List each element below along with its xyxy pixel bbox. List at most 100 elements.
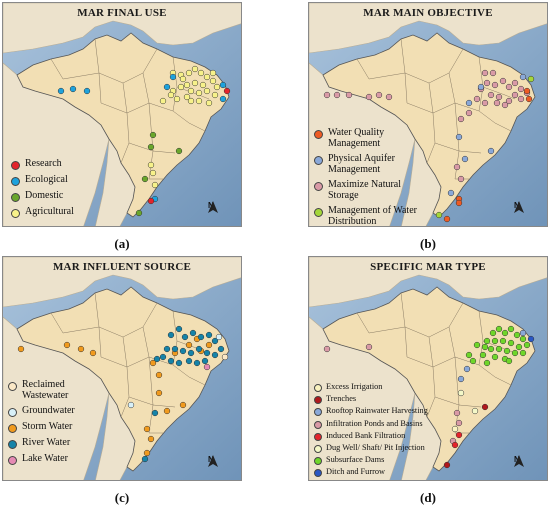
legend-swatch: [8, 440, 17, 449]
north-arrow-icon: N: [514, 455, 524, 467]
site-marker: [191, 65, 199, 73]
site-marker: [147, 435, 155, 443]
site-marker: [519, 329, 527, 337]
site-marker: [455, 133, 463, 141]
site-marker: [511, 79, 519, 87]
site-marker: [483, 337, 491, 345]
map-brazil: [309, 257, 547, 480]
site-marker: [505, 97, 513, 105]
legend-label: Rooftop Rainwater Harvesting: [326, 406, 428, 416]
legend: Reclaimed Wastewater Groundwater Storm Wat…: [8, 379, 83, 470]
site-marker: [455, 199, 463, 207]
site-marker: [523, 87, 531, 95]
legend: Excess Irrigation Trenches Rooftop Rainwat…: [314, 382, 454, 480]
caption-d: (d): [420, 490, 436, 505]
legend-item: Water Quality Management: [314, 127, 426, 149]
site-marker: [465, 351, 473, 359]
site-marker: [205, 341, 213, 349]
site-marker: [151, 409, 159, 417]
neighbor-land: [3, 257, 241, 308]
site-marker: [499, 337, 507, 345]
site-marker: [511, 91, 519, 99]
site-marker: [179, 401, 187, 409]
site-marker: [183, 81, 191, 89]
state-border: [494, 376, 512, 386]
legend-item: Lake Water: [8, 453, 83, 465]
state-border: [148, 404, 163, 434]
site-marker: [517, 85, 525, 93]
state-border: [454, 150, 469, 180]
site-marker: [487, 147, 495, 155]
legend-item: Research: [11, 158, 74, 170]
site-marker: [189, 329, 197, 337]
legend-swatch: [8, 408, 17, 417]
site-marker: [181, 333, 189, 341]
site-marker: [205, 99, 213, 107]
site-marker: [495, 325, 503, 333]
site-marker: [177, 83, 185, 91]
legend-swatch: [314, 156, 323, 165]
site-marker: [211, 337, 219, 345]
caption-c: (c): [114, 490, 130, 505]
legend-swatch: [11, 161, 20, 170]
site-marker: [435, 211, 443, 219]
legend-label: Management of Water Distribution: [328, 205, 417, 227]
site-marker: [481, 343, 489, 351]
site-marker: [209, 69, 217, 77]
site-marker: [167, 331, 175, 339]
site-marker: [523, 341, 531, 349]
site-marker: [179, 347, 187, 355]
north-arrow-icon: N: [514, 201, 524, 213]
legend-label: Research: [25, 158, 62, 169]
legend-swatch: [314, 420, 322, 429]
site-marker: [163, 345, 171, 353]
legend-item: River Water: [8, 437, 83, 449]
legend-swatch: [314, 130, 323, 139]
north-arrow-icon: N: [208, 201, 218, 213]
site-marker: [333, 91, 341, 99]
site-marker: [483, 359, 491, 367]
site-marker: [453, 409, 461, 417]
site-marker: [147, 161, 155, 169]
site-marker: [147, 197, 155, 205]
site-marker: [487, 91, 495, 99]
site-marker: [501, 101, 509, 109]
site-marker: [465, 99, 473, 107]
site-marker: [479, 351, 487, 359]
state-border: [172, 86, 190, 124]
site-marker: [461, 155, 469, 163]
site-marker: [17, 345, 25, 353]
site-marker: [489, 329, 497, 337]
site-marker: [481, 69, 489, 77]
site-marker: [499, 77, 507, 85]
site-marker: [491, 353, 499, 361]
site-marker: [151, 181, 159, 189]
site-marker: [527, 75, 535, 83]
site-marker: [63, 341, 71, 349]
legend-item: Excess Irrigation: [314, 382, 454, 392]
site-marker: [211, 91, 219, 99]
legend-swatch: [8, 456, 17, 465]
site-marker: [167, 91, 175, 99]
panel-specific-type: SPECIFIC MAR TYPE Excess Irrigation Trenc…: [308, 256, 548, 481]
state-border: [98, 72, 128, 114]
site-marker: [141, 175, 149, 183]
panel-influent-source: MAR INFLUENT SOURCE Reclaimed Wastewater…: [2, 256, 242, 481]
site-marker: [457, 375, 465, 383]
legend-label: Physical Aquifer Management: [328, 153, 395, 175]
site-marker: [515, 343, 523, 351]
legend-swatch: [314, 432, 322, 441]
state-border: [356, 58, 406, 80]
site-marker: [513, 331, 521, 339]
legend-swatch: [314, 208, 323, 217]
site-marker: [471, 407, 479, 415]
site-marker: [89, 349, 97, 357]
site-marker: [463, 365, 471, 373]
panel-title: SPECIFIC MAR TYPE: [370, 261, 486, 273]
legend-label: Induced Bank Filtration: [326, 430, 406, 440]
site-marker: [455, 431, 463, 439]
legend: Water Quality Management Physical Aquifer…: [314, 127, 426, 227]
site-marker: [505, 357, 513, 365]
legend-label: Agricultural: [25, 206, 74, 217]
site-marker: [163, 83, 171, 91]
